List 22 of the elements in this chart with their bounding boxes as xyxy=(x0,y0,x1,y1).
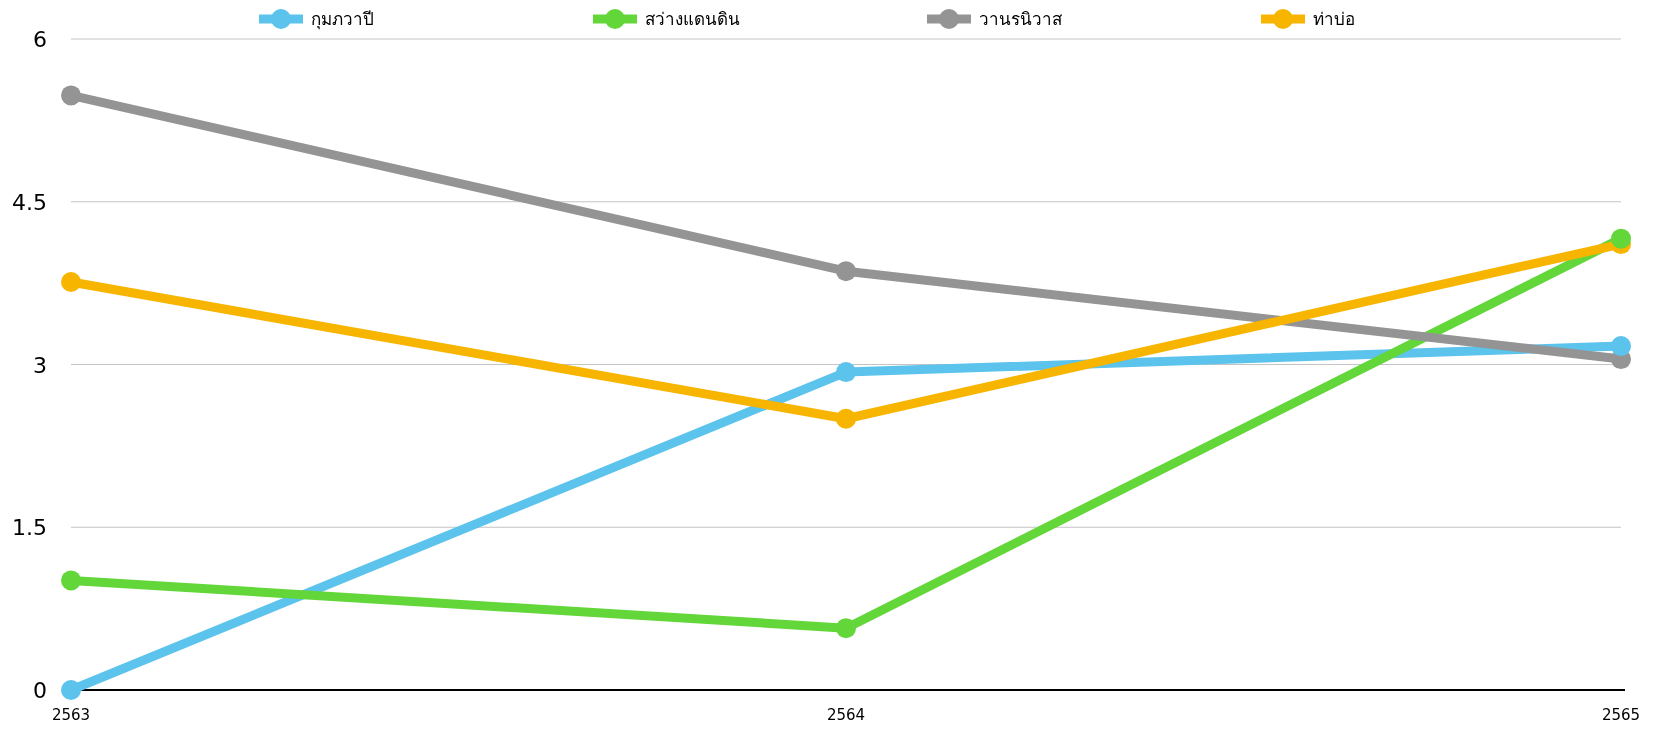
y-tick-label: 0 xyxy=(33,678,47,703)
point xyxy=(61,680,81,700)
point xyxy=(836,261,856,282)
y-tick-label: 6 xyxy=(33,27,47,52)
point xyxy=(836,408,856,429)
point xyxy=(836,618,856,639)
point xyxy=(61,272,81,293)
legend-label: กุมภวาปี xyxy=(311,9,374,30)
legend-label: สว่างแดนดิน xyxy=(645,9,740,29)
legend-label: ท่าบ่อ xyxy=(1313,9,1355,29)
x-tick-label: 2565 xyxy=(1601,706,1641,724)
point xyxy=(61,85,81,106)
point xyxy=(61,570,81,591)
point xyxy=(1611,228,1631,249)
point xyxy=(836,362,856,383)
y-tick-label: 4.5 xyxy=(12,189,47,215)
legend-label: วานรนิวาส xyxy=(979,9,1063,29)
y-tick-label: 1.5 xyxy=(12,515,47,541)
x-tick-label: 2563 xyxy=(51,706,91,724)
point xyxy=(1611,336,1631,357)
y-tick-label: 3 xyxy=(33,352,47,378)
x-tick-label: 2564 xyxy=(826,706,866,724)
